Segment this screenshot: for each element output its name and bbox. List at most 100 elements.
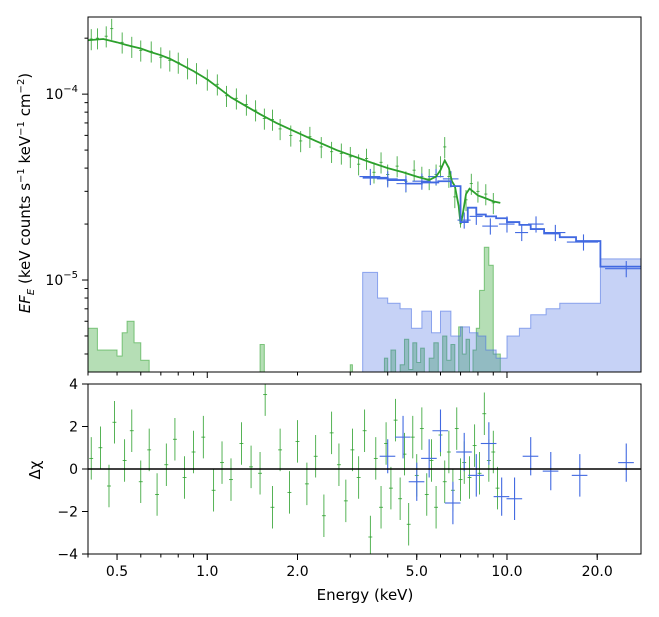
residual-point	[446, 430, 451, 474]
residuals-y-tick-label: 4	[69, 377, 78, 393]
x-tick-label: 2.0	[286, 564, 308, 580]
spectrum-data-point	[605, 261, 641, 278]
residual-point	[480, 422, 497, 465]
residual-point	[362, 409, 367, 452]
spectrum-data-point	[469, 173, 473, 195]
x-tick-label: 1.0	[196, 564, 218, 580]
residual-point	[468, 454, 484, 497]
residual-point	[287, 471, 292, 514]
spectrum-data-point	[104, 26, 108, 48]
residual-point	[542, 452, 559, 491]
spectrum-data-point	[372, 162, 376, 184]
residual-point	[89, 437, 94, 480]
spectrum-data-point	[319, 137, 323, 159]
spectrum-data-point	[159, 47, 163, 69]
soft-background-histogram	[88, 246, 501, 372]
spectrum-data-point	[379, 152, 383, 174]
residual-point	[467, 456, 472, 499]
residual-point	[350, 428, 355, 472]
spectrum-data-point	[484, 184, 488, 206]
hard-residual-points	[379, 409, 634, 525]
residual-point	[456, 432, 472, 472]
residual-point	[313, 435, 318, 478]
residual-point	[432, 409, 449, 452]
soft-data-points	[89, 18, 495, 228]
x-tick-label: 0.5	[106, 564, 128, 580]
residuals-y-axis-label: Δχ	[26, 460, 44, 479]
spectrum-x-ticks	[87, 372, 598, 378]
spectrum-data-point	[139, 40, 143, 62]
residual-point	[429, 439, 434, 482]
soft-residual-points	[89, 384, 500, 554]
residual-point	[571, 454, 588, 497]
residual-point	[147, 428, 152, 472]
spectrum-data-point	[348, 146, 352, 169]
residual-point	[458, 458, 463, 501]
residual-point	[368, 515, 373, 554]
spectrum-data-point	[262, 108, 266, 130]
residuals-y-tick-label: 2	[69, 420, 78, 436]
hard-background-histogram	[362, 258, 641, 372]
spectrum-data-point	[234, 88, 238, 110]
residual-point	[406, 503, 411, 546]
spectrum-data-point	[395, 156, 399, 178]
residual-point	[172, 418, 177, 461]
residual-point	[618, 443, 634, 482]
spectrum-y-axis-label: EFE (keV counts s−1 keV−1 cm−2)	[16, 73, 37, 313]
spectrum-data-point	[482, 218, 498, 235]
residual-point	[182, 456, 187, 499]
residual-point	[373, 437, 378, 480]
residual-point	[388, 466, 393, 510]
residual-point	[444, 481, 461, 525]
residual-point	[278, 428, 283, 472]
residuals-y-tick-label: −4	[57, 547, 78, 563]
residuals-y-tick-label: 0	[69, 462, 78, 478]
residual-point	[329, 411, 334, 455]
spectrum-data-point	[443, 137, 447, 159]
x-tick-label: 5.0	[406, 564, 428, 580]
residual-point	[482, 392, 487, 435]
residual-point	[394, 415, 411, 459]
soft-model-line	[88, 38, 501, 225]
residual-point	[321, 494, 326, 537]
spectrum-data-point	[412, 160, 416, 182]
residual-point	[229, 458, 233, 501]
residual-point	[356, 456, 361, 499]
residual-point	[191, 430, 196, 474]
residual-point	[122, 439, 127, 482]
spectrum-data-point	[364, 148, 369, 170]
residuals-panel: 4 2 0 −2 −4 0.5 1.0 2.0 5.0 10.0 20.0	[57, 377, 642, 580]
residuals-plot-area	[89, 384, 634, 554]
residual-point	[398, 477, 403, 520]
residual-point	[98, 426, 103, 469]
x-tick-label: 10.0	[491, 564, 522, 580]
residual-point	[138, 460, 143, 503]
spectrum-frame	[87, 16, 642, 373]
spectrum-y-tick-label: 10−4	[45, 84, 78, 103]
spectrum-data-point	[515, 224, 529, 242]
residual-point	[421, 439, 437, 478]
residual-point	[434, 486, 439, 529]
residual-point	[424, 473, 429, 516]
spectrum-data-point	[225, 85, 229, 108]
spectrum-data-point	[339, 143, 343, 165]
residual-point	[336, 443, 341, 486]
residual-point	[442, 460, 447, 503]
residual-point	[155, 473, 160, 516]
residual-point	[419, 407, 424, 450]
x-tick-label: 20.0	[582, 564, 613, 580]
residual-point	[107, 464, 111, 508]
residual-point	[343, 479, 348, 523]
spectrum-y-tick-label: 10−5	[45, 270, 78, 289]
residual-point	[454, 407, 459, 450]
spectrum-data-point	[110, 18, 114, 40]
residual-point	[477, 452, 482, 495]
residual-point	[112, 401, 117, 444]
residual-point	[495, 466, 500, 510]
spectrum-data-point	[491, 193, 495, 215]
spectrum-panel: 10−4 10−5	[45, 16, 642, 378]
spectrum-data-point	[244, 94, 248, 116]
spectrum-data-point	[566, 234, 599, 251]
residual-point	[410, 415, 415, 459]
hard-model-line	[362, 176, 641, 268]
